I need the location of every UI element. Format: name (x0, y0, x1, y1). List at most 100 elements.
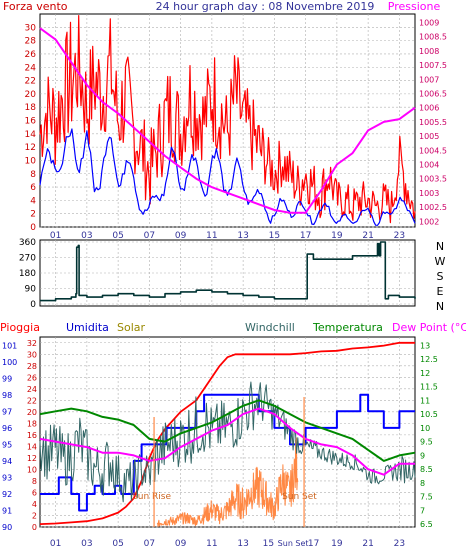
x-tick-label: 11 (206, 539, 217, 549)
pressure-tick-label: 1002 (419, 217, 439, 226)
wind-pressure-x-ticks: 01 03 05 07 09 11 13 15 17 19 21 23 (50, 231, 405, 241)
compass-label: W (435, 255, 446, 268)
wind-axis-label: Forza vento (3, 0, 68, 13)
temperature-tick-label: 11.5 (420, 383, 438, 392)
rain-tick-label: 28 (27, 362, 37, 371)
pressure-tick-label: 1005 (419, 132, 439, 141)
x-tick-label: 17 (308, 539, 319, 549)
rain-tick-label: 6 (32, 488, 37, 497)
temperature-tick-label: 8 (420, 479, 425, 488)
x-tick-label: 19 (331, 539, 343, 549)
x-tick-label: 21 (362, 231, 373, 241)
humidity-tick-label: 92 (2, 490, 12, 499)
humidity-tick-label: 100 (2, 358, 17, 367)
humidity-axis-ticks: 90 91 92 93 94 95 96 97 98 99 100 101 (2, 341, 17, 532)
series-dewpoint-line (39, 407, 415, 476)
x-tick-label: 19 (331, 231, 343, 241)
x-tick-label: 23 (394, 539, 405, 549)
temperature-tick-label: 8.5 (420, 465, 433, 474)
sunset-label: Sun Set (282, 492, 317, 502)
rain-tick-label: 8 (32, 477, 37, 486)
sunrise-label: Sun Rise (132, 492, 171, 502)
compass-label: N (436, 240, 444, 253)
rain-temp-frame (39, 336, 416, 528)
rain-tick-label: 0 (32, 523, 37, 532)
rain-tick-label: 2 (32, 511, 37, 520)
temperature-tick-label: 11 (420, 396, 430, 405)
x-tick-label: 11 (206, 231, 217, 241)
wind-tick-label: 4 (30, 196, 36, 206)
rain-temp-series (39, 341, 416, 528)
rain-tick-label: 30 (27, 350, 37, 359)
wind-tick-label: 0 (30, 223, 36, 233)
wind-direction-grid (40, 240, 415, 306)
wind-tick-label: 24 (25, 63, 37, 73)
wind-direction-ticks: 0 90 180 270 360 (19, 238, 36, 310)
x-tick-label: 13 (237, 539, 248, 549)
x-tick-label: 01 (50, 539, 61, 549)
temperature-label: Temperatura (312, 321, 383, 334)
rain-temp-grid (40, 337, 415, 528)
pressure-tick-label: 1009 (419, 19, 439, 28)
pressure-tick-label: 1003 (419, 189, 439, 198)
temperature-tick-label: 13 (420, 341, 430, 350)
direction-tick-label: 270 (19, 254, 36, 264)
wind-tick-label: 2 (30, 210, 36, 220)
rain-tick-label: 14 (27, 442, 37, 451)
wind-tick-label: 6 (30, 183, 36, 193)
wind-tick-label: 16 (25, 117, 37, 127)
humidity-tick-label: 91 (2, 506, 12, 515)
wind-tick-label: 22 (25, 77, 36, 87)
humidity-tick-label: 95 (2, 440, 12, 449)
x-tick-label: Sun Set (278, 539, 309, 548)
rain-tick-label: 32 (27, 339, 37, 348)
humidity-tick-label: 93 (2, 473, 12, 482)
pressure-tick-label: 1008.5 (419, 33, 447, 42)
pressure-tick-label: 1006.5 (419, 90, 447, 99)
series-direction-line (40, 241, 416, 302)
x-tick-label: 23 (394, 231, 405, 241)
pressure-axis-ticks: 1002 1002.5 1003 1003.5 1004 1004.5 1005 1005.5… (419, 19, 447, 227)
rain-tick-label: 10 (27, 465, 37, 474)
x-tick-label: 01 (50, 231, 61, 241)
pressure-tick-label: 1003.5 (419, 175, 447, 184)
compass-label: N (436, 300, 444, 313)
x-tick-label: 03 (81, 231, 92, 241)
rain-tick-label: 4 (32, 500, 37, 509)
wind-tick-label: 30 (25, 23, 37, 33)
x-tick-label: 15 (263, 539, 274, 549)
wind-tick-label: 20 (25, 90, 37, 100)
temperature-axis-ticks: 6.5 7 7.5 8 8.5 9 9.5 10 10.5 11 11.5 12 12.5 13 (420, 341, 438, 529)
temperature-tick-label: 6.5 (420, 520, 433, 529)
compass-label: S (437, 270, 444, 283)
compass-label: E (437, 285, 444, 298)
series-rain-line (39, 341, 415, 525)
pressure-tick-label: 1007.5 (419, 61, 447, 70)
wind-tick-label: 18 (25, 103, 37, 113)
wind-tick-label: 8 (30, 170, 36, 180)
direction-tick-label: 180 (19, 269, 36, 279)
series-humidity-line (40, 393, 415, 512)
rain-tick-label: 20 (27, 408, 37, 417)
x-tick-label: 09 (175, 539, 187, 549)
pressure-axis-label: Pressione (388, 0, 441, 13)
humidity-label: Umidita (66, 321, 109, 334)
dewpoint-label: Dew Point (°C) (392, 321, 466, 334)
series-wind-line (39, 15, 416, 224)
x-tick-label: 17 (300, 231, 311, 241)
x-tick-label: 15 (269, 231, 280, 241)
temperature-tick-label: 12 (420, 369, 430, 378)
rain-label: Pioggia (0, 321, 40, 334)
temperature-tick-label: 9.5 (420, 438, 433, 447)
series-temperature-line (39, 399, 416, 462)
pressure-tick-label: 1005.5 (419, 118, 447, 127)
humidity-tick-label: 94 (2, 457, 12, 466)
humidity-tick-label: 90 (2, 523, 12, 532)
x-tick-label: 21 (362, 539, 373, 549)
rain-tick-label: 12 (27, 454, 37, 463)
